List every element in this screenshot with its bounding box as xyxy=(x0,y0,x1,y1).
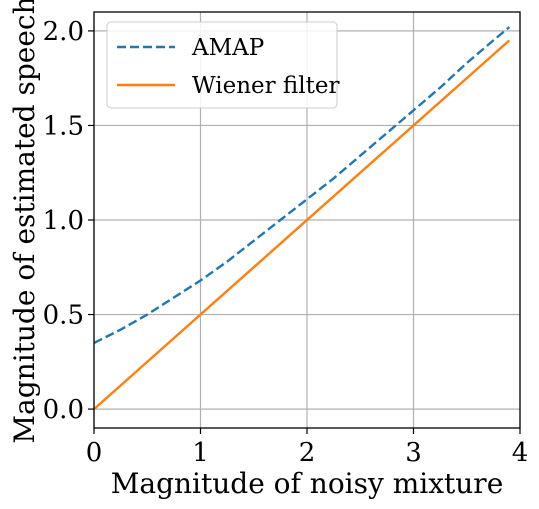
x-tick-label: 0 xyxy=(86,438,103,468)
y-axis-label: Magnitude of estimated speech xyxy=(8,0,41,444)
x-tick-label: 4 xyxy=(512,438,529,468)
y-tick-label: 0.5 xyxy=(43,301,84,331)
y-tick-label: 1.0 xyxy=(43,206,84,236)
x-axis-label: Magnitude of noisy mixture xyxy=(111,467,504,500)
y-tick-label: 2.0 xyxy=(43,17,84,47)
legend-label-wiener-filter: Wiener filter xyxy=(192,73,339,99)
y-tick-label: 1.5 xyxy=(43,111,84,141)
legend: AMAP Wiener filter xyxy=(107,22,339,108)
x-tick-label: 1 xyxy=(192,438,209,468)
x-tick-label: 3 xyxy=(405,438,422,468)
legend-label-amap: AMAP xyxy=(191,35,264,61)
x-tick-label: 2 xyxy=(299,438,316,468)
y-tick-label: 0.0 xyxy=(43,395,84,425)
